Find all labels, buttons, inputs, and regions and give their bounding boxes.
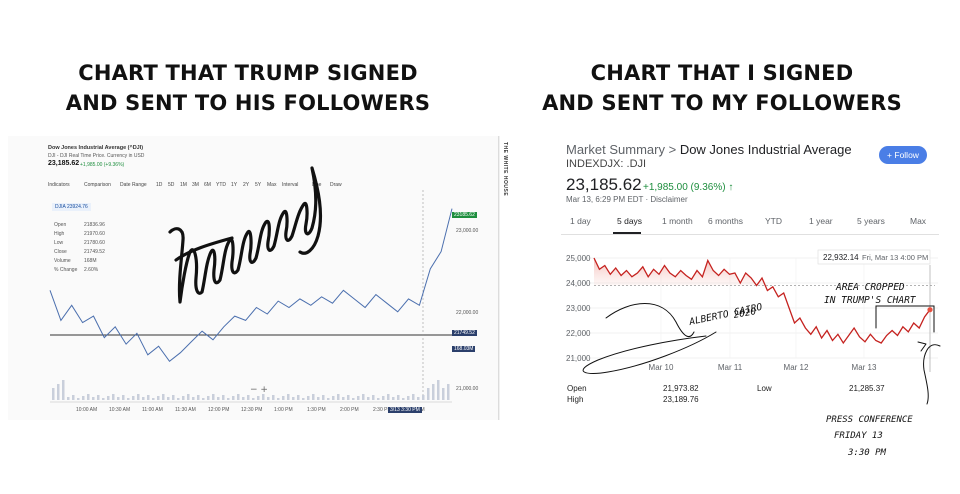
left-toolbar-item: 1M <box>180 182 187 188</box>
left-axis-label: 22,000.00 <box>456 310 479 316</box>
left-toolbar-item: Indicators <box>48 182 70 188</box>
left-stat-value: 21836.96 <box>84 222 105 228</box>
left-stat-value: 21780.60 <box>84 240 105 246</box>
left-stat-label: Low <box>54 240 64 246</box>
left-toolbar-item: 1Y <box>231 182 238 188</box>
left-axis-label: 23,000.00 <box>456 228 479 234</box>
active-tab-indicator <box>613 232 641 234</box>
left-stat-label: High <box>54 231 65 237</box>
follow-button[interactable]: + Follow <box>879 146 927 164</box>
market-summary-panel: Market Summary > Dow Jones Industrial Av… <box>561 138 939 418</box>
left-axis-tag: 21749.52 <box>452 330 477 336</box>
left-heading-line-1: CHART THAT TRUMP SIGNED <box>78 61 418 85</box>
white-house-page-edge <box>500 136 511 420</box>
range-tabs: 1 day 5 days 1 month 6 months YTD 1 year… <box>561 214 939 235</box>
market-summary-title: Market Summary > Dow Jones Industrial Av… <box>566 142 852 157</box>
right-heading: CHART THAT I SIGNED AND SENT TO MY FOLLO… <box>482 58 960 118</box>
trump-signed-chart-photo: Dow Jones Industrial Average (^DJI) DJI … <box>8 136 511 420</box>
left-stat-label: Volume <box>54 258 71 264</box>
tab-1-year[interactable]: 1 year <box>809 216 833 226</box>
breadcrumb-separator: > <box>668 142 677 157</box>
low-value: 21,285.37 <box>849 384 885 393</box>
left-toolbar-item: Comparison <box>84 182 111 188</box>
high-label: High <box>567 395 584 404</box>
left-time-label: 11:30 AM <box>175 407 196 413</box>
left-toolbar-item: 2Y <box>243 182 250 188</box>
left-stat-label: % Change <box>54 267 78 273</box>
left-axis-tag: 168.03M <box>452 346 476 352</box>
press-note-line-2: FRIDAY 13 <box>834 431 883 441</box>
left-chart-info-box: DJIA 23924.76 <box>52 203 91 211</box>
price-timestamp: Mar 13, 6:29 PM EDT · Disclaimer <box>566 195 688 204</box>
tab-5-days[interactable]: 5 days <box>617 216 643 226</box>
left-axis-label: 21,000.00 <box>456 386 479 392</box>
left-toolbar-item: 3M <box>192 182 199 188</box>
left-time-label: 12:30 PM <box>241 407 263 413</box>
index-ticker: INDEXDJX: .DJI <box>566 158 647 170</box>
tab-max[interactable]: Max <box>910 216 927 226</box>
left-toolbar-item: Date Range <box>120 182 147 188</box>
left-stat-value: 168M <box>84 258 97 264</box>
low-label: Low <box>757 384 772 393</box>
left-stat-value: 2.60% <box>84 267 99 273</box>
left-chart-change: +1,985.00 (+9.36%) <box>80 162 125 168</box>
right-heading-line-1: CHART THAT I SIGNED <box>590 61 854 85</box>
left-time-label: 3/13 3:30 PM <box>388 407 422 413</box>
left-heading: CHART THAT TRUMP SIGNED AND SENT TO HIS … <box>8 58 488 118</box>
left-toolbar-item: 5Y <box>255 182 262 188</box>
left-stat-value: 21749.52 <box>84 249 105 255</box>
tab-5-years[interactable]: 5 years <box>857 216 885 226</box>
left-time-label: 11:00 AM <box>142 407 163 413</box>
open-label: Open <box>567 384 587 393</box>
tab-6-months[interactable]: 6 months <box>708 216 743 226</box>
left-time-label: 1:30 PM <box>307 407 326 413</box>
printed-chart-page: Dow Jones Industrial Average (^DJI) DJI … <box>8 136 499 420</box>
left-chart-subtitle: DJI - DJI Real Time Price. Currency in U… <box>48 153 145 159</box>
left-toolbar-item: 1D <box>156 182 163 188</box>
left-time-label: 1:00 PM <box>274 407 293 413</box>
left-toolbar-item: 5D <box>168 182 175 188</box>
open-value: 21,973.82 <box>663 384 699 393</box>
tab-ytd[interactable]: YTD <box>765 216 782 226</box>
market-summary-label[interactable]: Market Summary <box>566 142 665 157</box>
left-toolbar-item: 6M <box>204 182 211 188</box>
left-time-label: 10:00 AM <box>76 407 98 413</box>
tab-1-month[interactable]: 1 month <box>662 216 693 226</box>
white-house-side-label: THE WHITE HOUSE <box>502 142 508 197</box>
left-chart-title: Dow Jones Industrial Average (^DJI) <box>48 145 144 151</box>
left-toolbar-item: Draw <box>330 182 342 188</box>
high-value: 23,189.76 <box>663 395 699 404</box>
price-change: +1,985.00 (9.36%) ↑ <box>643 182 734 193</box>
current-price: 23,185.62 <box>566 175 642 194</box>
left-stat-value: 21970.60 <box>84 231 105 237</box>
left-stat-label: Close <box>54 249 67 255</box>
left-time-label: 10:30 AM <box>109 407 131 413</box>
left-heading-line-2: AND SENT TO HIS FOLLOWERS <box>65 91 431 115</box>
left-toolbar-item: YTD <box>216 182 226 188</box>
left-time-label: 2:30 PM <box>373 407 392 413</box>
left-time-label: 12:00 PM <box>208 407 230 413</box>
tab-1-day[interactable]: 1 day <box>570 216 591 226</box>
left-toolbar-item: Max <box>267 182 277 188</box>
press-note-line-3: 3:30 PM <box>847 448 887 458</box>
left-axis-tag: 23185.62 <box>452 212 477 218</box>
left-toolbar-item: Line <box>312 182 322 188</box>
left-stat-label: Open <box>54 222 67 228</box>
left-chart-price: 23,185.62 <box>48 160 80 167</box>
left-toolbar-item: Interval <box>282 182 299 188</box>
left-time-label: 2:00 PM <box>340 407 359 413</box>
right-heading-line-2: AND SENT TO MY FOLLOWERS <box>542 91 902 115</box>
index-name: Dow Jones Industrial Average <box>679 142 852 157</box>
